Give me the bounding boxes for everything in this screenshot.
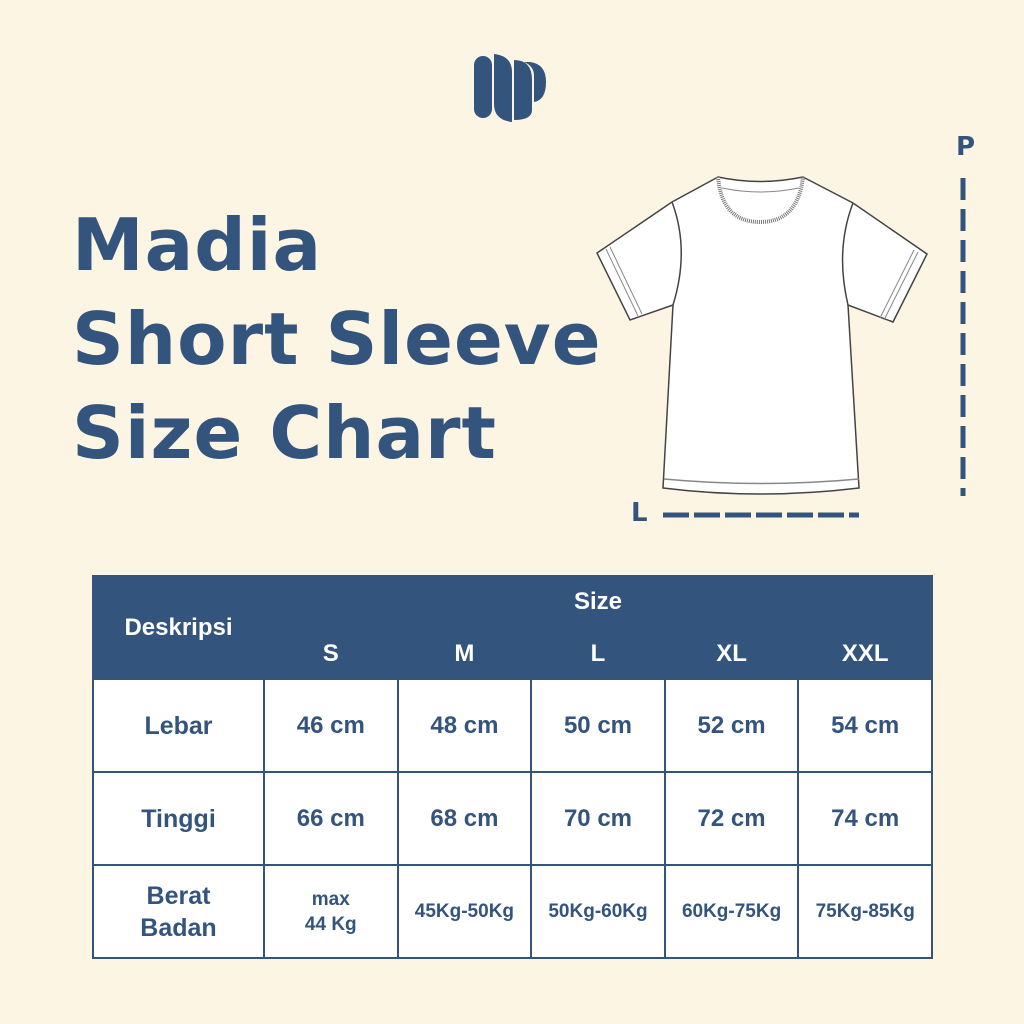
row-label: Tinggi xyxy=(92,771,265,866)
cell: 48 cm xyxy=(396,678,533,773)
cell: 66 cm xyxy=(263,771,399,866)
table-row: Lebar 46 cm 48 cm 50 cm 52 cm 54 cm xyxy=(92,678,933,773)
desc-header: Deskripsi xyxy=(92,575,265,680)
table-row: Tinggi 66 cm 68 cm 70 cm 72 cm 74 cm xyxy=(92,771,933,866)
size-col-header: XL xyxy=(663,627,800,680)
cell-line: max xyxy=(311,888,350,910)
page-title: Madia Short Sleeve Size Chart xyxy=(72,198,602,480)
cell: 68 cm xyxy=(396,771,533,866)
size-col-header: L xyxy=(530,627,666,680)
cell: 74 cm xyxy=(797,771,933,866)
width-label: L xyxy=(631,498,648,528)
title-line: Short Sleeve xyxy=(72,297,602,381)
cell: 75Kg-85Kg xyxy=(797,864,933,959)
cell-line: 44 Kg xyxy=(304,913,357,935)
cell: 60Kg-75Kg xyxy=(663,864,800,959)
row-label: Berat Badan xyxy=(92,864,265,959)
size-col-header: XXL xyxy=(797,627,933,680)
size-table: Deskripsi Size S M L XL XXL Lebar 46 cm … xyxy=(92,575,933,959)
table-row: Berat Badan max 44 Kg 45Kg-50Kg 50Kg-60Kg … xyxy=(92,864,933,959)
cell: 50Kg-60Kg xyxy=(530,864,666,959)
cell: max 44 Kg xyxy=(263,864,399,959)
cell: 45Kg-50Kg xyxy=(396,864,533,959)
cell: 70 cm xyxy=(530,771,666,866)
cell: 50 cm xyxy=(530,678,666,773)
title-line: Madia xyxy=(72,203,323,287)
cell: 52 cm xyxy=(663,678,800,773)
cell: 54 cm xyxy=(797,678,933,773)
size-header: Size xyxy=(263,575,933,629)
cell: 72 cm xyxy=(663,771,800,866)
brand-logo xyxy=(474,54,546,122)
size-col-header: S xyxy=(263,627,399,680)
row-label: Lebar xyxy=(92,678,265,773)
row-label-line: Badan xyxy=(140,913,217,942)
title-line: Size Chart xyxy=(72,391,497,475)
row-label-line: Berat xyxy=(146,881,211,910)
size-col-header: M xyxy=(396,627,533,680)
cell: 46 cm xyxy=(263,678,399,773)
length-label: P xyxy=(956,132,976,162)
